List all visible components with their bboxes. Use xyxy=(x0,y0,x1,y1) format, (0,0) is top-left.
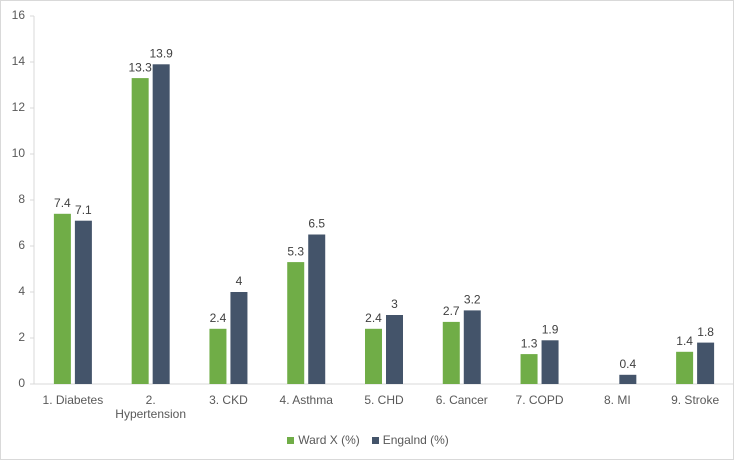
x-tick-label: 2. Hypertension xyxy=(115,393,187,421)
data-label: 2.4 xyxy=(210,311,227,325)
legend-swatch xyxy=(287,437,295,444)
bar xyxy=(53,213,71,384)
data-label: 4 xyxy=(236,274,243,288)
bar xyxy=(386,315,403,384)
data-label: 7.4 xyxy=(54,196,71,210)
y-tick-label: 6 xyxy=(18,238,25,252)
x-tick-label: 4. Asthma xyxy=(279,393,333,407)
x-tick-label: 6. Cancer xyxy=(435,393,488,407)
bar xyxy=(152,64,170,385)
bar xyxy=(209,328,227,384)
x-tick-label: 8. MI xyxy=(603,393,631,407)
bar xyxy=(520,354,538,384)
data-label: 3.2 xyxy=(464,293,481,307)
bar xyxy=(74,220,92,384)
data-label: 1.3 xyxy=(521,336,538,350)
data-label: 13.3 xyxy=(128,60,152,74)
x-tick-label: 5. CHD xyxy=(364,393,404,407)
data-label: 0.4 xyxy=(619,357,636,371)
x-tick-label: 1. Diabetes xyxy=(42,393,104,407)
data-label: 13.9 xyxy=(149,46,173,60)
bar xyxy=(676,351,694,384)
bar xyxy=(131,78,149,384)
y-tick-label: 12 xyxy=(12,100,26,114)
y-tick-label: 16 xyxy=(12,8,26,22)
bar xyxy=(287,262,305,384)
data-label: 1.9 xyxy=(542,322,559,336)
bar xyxy=(365,328,382,384)
x-tick-label: 7. COPD xyxy=(515,393,564,407)
bar xyxy=(463,310,481,384)
legend-label: Engalnd (%) xyxy=(382,433,449,447)
y-tick-label: 14 xyxy=(12,54,26,68)
bar xyxy=(541,340,559,384)
data-label: 1.8 xyxy=(697,325,714,339)
y-tick-label: 4 xyxy=(18,284,25,298)
y-tick-label: 2 xyxy=(18,330,25,344)
bar xyxy=(308,234,326,384)
y-tick-label: 10 xyxy=(12,146,26,160)
data-label: 3 xyxy=(391,297,398,311)
y-tick-label: 0 xyxy=(18,376,25,390)
legend-swatch xyxy=(371,437,379,444)
bar xyxy=(230,292,248,384)
legend-label: Ward X (%) xyxy=(298,433,360,447)
y-tick-label: 8 xyxy=(18,192,25,206)
legend-item: Ward X (%) xyxy=(287,433,360,447)
x-tick-label: 9. Stroke xyxy=(671,393,720,407)
data-label: 5.3 xyxy=(287,244,304,258)
bar xyxy=(697,342,715,384)
bar xyxy=(442,321,460,384)
x-tick-label: 3. CKD xyxy=(209,393,248,407)
data-label: 6.5 xyxy=(308,217,325,231)
legend: Ward X (%) Engalnd (%) xyxy=(1,433,733,447)
legend-item: Engalnd (%) xyxy=(371,433,449,447)
data-label: 2.7 xyxy=(443,304,460,318)
data-label: 7.1 xyxy=(75,203,92,217)
data-label: 2.4 xyxy=(365,311,382,325)
data-label: 1.4 xyxy=(676,334,693,348)
bar xyxy=(619,374,637,384)
